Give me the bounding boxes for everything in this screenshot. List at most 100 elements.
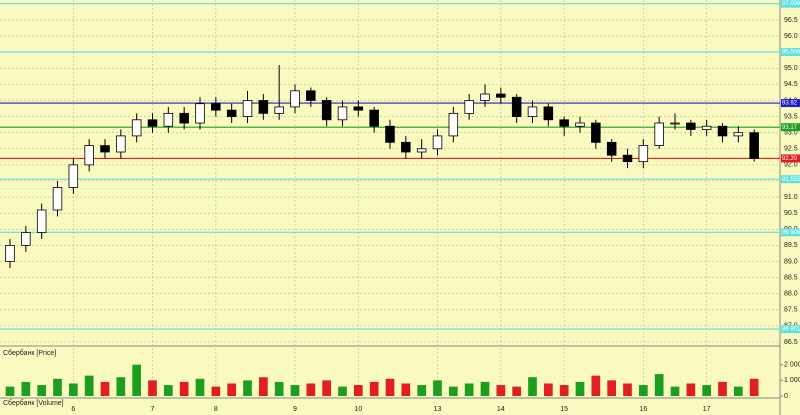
- candle-body: [717, 125, 728, 137]
- volume-bar: [116, 377, 126, 396]
- candle-body: [527, 106, 538, 117]
- candle-body: [591, 122, 601, 143]
- candle-body: [606, 141, 617, 156]
- y-tick-label: 90.5: [784, 210, 798, 217]
- volume-bar: [496, 385, 506, 396]
- x-tick-label: 9: [293, 406, 297, 413]
- candle-body: [401, 141, 411, 153]
- volume-bar: [654, 374, 664, 396]
- volume-bar: [195, 378, 205, 396]
- candle-body: [337, 106, 348, 121]
- volume-bar: [607, 380, 617, 396]
- candle-body: [242, 100, 253, 117]
- volume-bar: [528, 377, 537, 396]
- volume-bar: [369, 381, 379, 396]
- volume-bar: [417, 385, 427, 396]
- volume-bar: [21, 381, 31, 396]
- candle-body: [274, 106, 284, 114]
- candle-body: [416, 148, 427, 153]
- level-label: 89.906: [782, 230, 800, 236]
- volume-bar: [480, 381, 490, 396]
- volume-bar: [670, 386, 680, 396]
- level-label: 86.901: [782, 327, 800, 333]
- candle-body: [543, 106, 554, 121]
- candle-body: [622, 154, 633, 163]
- volume-bar: [37, 385, 47, 396]
- y-tick-label: 95.0: [784, 65, 798, 72]
- level-tag: [781, 0, 800, 8]
- volume-bar: [211, 386, 221, 396]
- x-tick-label: 16: [639, 406, 647, 413]
- v-tick-label: 0: [784, 393, 788, 400]
- volume-bar: [575, 381, 585, 396]
- x-tick-label: 14: [497, 406, 505, 413]
- level-tag: [781, 325, 800, 334]
- level-tag: [781, 123, 800, 132]
- x-tick-label: 15: [560, 406, 568, 413]
- candle-body: [559, 119, 569, 127]
- level-label: 93.17: [782, 125, 798, 131]
- candle-body: [749, 132, 759, 159]
- volume-bar: [148, 380, 157, 396]
- level-label: 91.555: [782, 177, 800, 183]
- x-tick-label: 10: [354, 406, 362, 413]
- candle-body: [511, 96, 522, 117]
- y-tick-label: 93.5: [784, 113, 798, 120]
- x-tick-label: 17: [703, 406, 711, 413]
- y-tick-label: 91.0: [784, 194, 798, 201]
- x-tick-label: 7: [151, 406, 155, 413]
- v-tick-label: 1 000: [784, 377, 800, 384]
- panel-label: Сбербанк [Volume]: [3, 399, 64, 407]
- y-tick-label: 88.5: [784, 274, 798, 281]
- volume-bar: [322, 380, 332, 396]
- volume-bar: [243, 380, 252, 396]
- candle-body: [448, 112, 459, 137]
- volume-bar: [623, 383, 632, 396]
- volume-bar: [100, 381, 110, 396]
- candle-body: [306, 90, 316, 101]
- y-tick-label: 88.0: [784, 291, 798, 298]
- y-tick-label: 93.0: [784, 130, 798, 137]
- volume-bar: [686, 383, 696, 396]
- candle-body: [179, 112, 189, 124]
- y-tick-label: 94.5: [784, 81, 798, 88]
- candle-body: [353, 106, 364, 111]
- level-tag: [781, 228, 800, 237]
- candle-body: [116, 135, 126, 153]
- candle-body: [226, 109, 237, 117]
- x-tick-label: 6: [71, 406, 75, 413]
- candle-body: [701, 125, 712, 130]
- volume-bar: [543, 383, 553, 396]
- candle-body: [258, 100, 269, 114]
- candle-body: [670, 122, 680, 125]
- candle-body: [432, 135, 443, 150]
- x-tick-label: 8: [214, 406, 218, 413]
- candle-body: [21, 232, 31, 246]
- candle-body: [36, 209, 47, 233]
- volume-bar: [84, 375, 94, 396]
- level-label: 93.92: [782, 101, 798, 107]
- level-tag: [781, 99, 800, 108]
- volume-bar: [591, 375, 601, 396]
- y-tick-label: 96.5: [784, 17, 798, 24]
- candle-body: [638, 145, 649, 163]
- volume-bar: [179, 381, 189, 396]
- candle-body: [195, 103, 205, 124]
- volume-bar: [559, 385, 569, 396]
- volume-bar: [163, 385, 173, 396]
- candle-body: [100, 145, 110, 153]
- volume-bar: [638, 385, 648, 396]
- volume-bar: [338, 386, 347, 396]
- y-tick-label: 96.0: [784, 33, 798, 40]
- volume-bar: [464, 383, 474, 396]
- candle-body: [163, 112, 174, 127]
- volume-bar: [132, 364, 142, 396]
- candle-body: [654, 122, 664, 146]
- y-tick-label: 89.0: [784, 258, 798, 265]
- level-label: 95.506: [782, 50, 800, 56]
- volume-bar: [306, 383, 316, 396]
- y-tick-label: 87.5: [784, 307, 798, 314]
- candle-body: [290, 90, 300, 108]
